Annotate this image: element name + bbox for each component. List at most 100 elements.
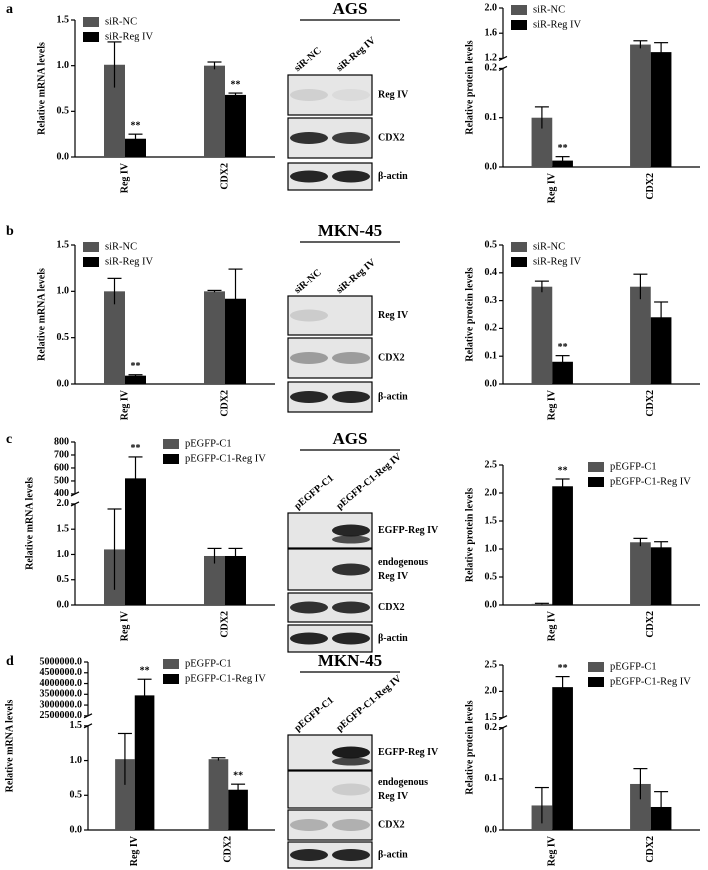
y-tick-label: 2.0 — [485, 686, 498, 697]
lane-label: siR-NC — [292, 45, 323, 74]
x-tick-label: Reg IV — [129, 835, 140, 866]
lane-label: pEGFP-C1 — [292, 473, 336, 512]
y-tick-label: 0.1 — [485, 773, 498, 784]
legend-swatch — [163, 439, 179, 449]
band-label: Reg IV — [378, 310, 409, 321]
y-tick-label: 1.5 — [57, 524, 70, 535]
blot-band — [332, 632, 370, 645]
y-tick-label: 0.0 — [485, 824, 498, 835]
y-tick-label: 0.5 — [485, 239, 498, 250]
significance-label: ** — [558, 342, 568, 353]
legend-label: pEGFP-C1 — [185, 658, 232, 669]
y-tick-label: 0.0 — [57, 599, 70, 610]
significance-label: ** — [231, 79, 241, 90]
y-tick-label: 500 — [54, 475, 69, 486]
y-tick-label: 1.5 — [70, 720, 83, 731]
y-tick-label: 0.5 — [57, 106, 70, 117]
bar — [228, 789, 248, 830]
y-tick-label: 2.0 — [57, 498, 70, 509]
y-tick-label: 4000000.0 — [40, 678, 83, 689]
legend-label: pEGFP-C1-Reg IV — [610, 476, 691, 487]
lane-label: siR-Reg IV — [334, 35, 378, 74]
bar — [104, 64, 125, 157]
legend-label: pEGFP-C1-Reg IV — [185, 673, 266, 684]
blot-band — [290, 632, 328, 645]
y-tick-label: 400 — [54, 488, 69, 499]
bar — [630, 286, 651, 384]
y-tick-label: 700 — [54, 449, 69, 460]
x-tick-label: Reg IV — [119, 389, 130, 420]
blot-band — [290, 819, 328, 831]
y-tick-label: 1.5 — [57, 239, 70, 250]
blot-box — [287, 74, 373, 116]
legend-label: pEGFP-C1 — [185, 438, 232, 449]
blot-band — [332, 563, 370, 576]
blot-band — [332, 601, 370, 614]
x-tick-label: Reg IV — [547, 610, 558, 641]
significance-label: ** — [233, 770, 243, 781]
y-tick-label: 2.5 — [485, 459, 498, 470]
y-tick-label: 0.5 — [57, 574, 70, 585]
bar — [204, 65, 225, 157]
bar — [125, 138, 146, 157]
x-tick-label: CDX2 — [645, 390, 656, 417]
band-label: EGFP-Reg IV — [378, 525, 439, 536]
bar — [125, 375, 146, 384]
blot-band — [332, 391, 370, 403]
bar — [225, 298, 246, 384]
blot-band — [290, 132, 328, 144]
cell-line-title: MKN-45 — [318, 221, 382, 240]
legend-label: pEGFP-C1-Reg IV — [610, 676, 691, 687]
y-tick-label: 2500000.0 — [40, 710, 83, 721]
y-tick-label: 5000000.0 — [40, 656, 83, 667]
bar — [650, 317, 672, 384]
blot-band — [332, 132, 370, 144]
y-axis-title: Relative mRNA levels — [36, 42, 47, 135]
bar — [225, 94, 246, 157]
legend-label: pEGFP-C1 — [610, 661, 657, 672]
y-axis-title: Relative mRNA levels — [36, 268, 47, 361]
legend-label: siR-Reg IV — [533, 19, 582, 30]
y-tick-label: 0.5 — [57, 332, 70, 343]
blot-box — [287, 295, 373, 336]
blot-band — [332, 783, 370, 796]
x-tick-label: Reg IV — [119, 610, 130, 641]
x-tick-label: CDX2 — [645, 836, 656, 863]
band-label: β-actin — [378, 171, 408, 182]
blot-band — [290, 352, 328, 364]
legend-swatch — [588, 462, 604, 472]
significance-label: ** — [131, 443, 141, 454]
significance-label: ** — [558, 465, 568, 476]
legend-label: siR-NC — [533, 4, 565, 15]
y-tick-label: 0.2 — [485, 63, 498, 74]
bar — [225, 555, 246, 605]
y-tick-label: 0.1 — [485, 350, 498, 361]
blot-band — [290, 849, 328, 861]
y-tick-label: 0.5 — [485, 571, 498, 582]
y-tick-label: 1.0 — [57, 60, 70, 71]
blot-band — [332, 849, 370, 861]
x-tick-label: CDX2 — [645, 173, 656, 200]
y-tick-label: 0.2 — [485, 323, 498, 334]
panel-letter: c — [6, 432, 12, 447]
blot-band — [290, 601, 328, 614]
bar — [552, 687, 573, 830]
y-tick-label: 1.0 — [485, 543, 498, 554]
legend-swatch — [83, 242, 99, 252]
y-tick-label: 2.5 — [485, 659, 498, 670]
blot-band — [290, 170, 328, 183]
y-tick-label: 2.0 — [485, 487, 498, 498]
band-label: EGFP-Reg IV — [378, 747, 439, 758]
bar — [531, 117, 553, 167]
significance-label: ** — [558, 663, 568, 674]
significance-label: ** — [140, 666, 150, 677]
y-tick-label: 1.6 — [485, 28, 498, 39]
y-tick-label: 0.0 — [57, 378, 70, 389]
cell-line-title: MKN-45 — [318, 651, 382, 670]
y-tick-label: 4500000.0 — [40, 667, 83, 678]
legend-swatch — [588, 662, 604, 672]
y-axis-title: Relative protein levels — [464, 700, 475, 794]
y-tick-label: 1.0 — [57, 549, 70, 560]
y-axis-title: Relative protein levels — [464, 488, 475, 582]
blot-band — [332, 352, 370, 364]
